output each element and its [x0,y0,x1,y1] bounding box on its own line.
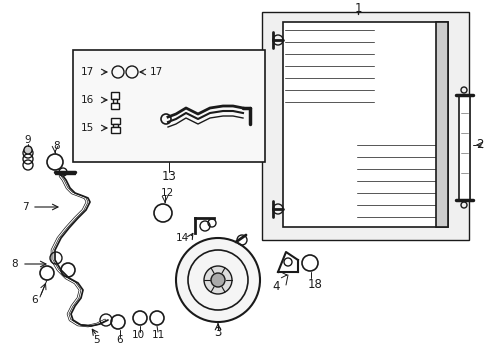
Bar [73,50,264,162]
Text: 11: 11 [151,330,164,340]
Circle shape [24,146,32,154]
Bar [111,103,119,109]
Bar [262,12,468,240]
Text: 15: 15 [80,123,93,133]
Text: 4: 4 [272,280,279,293]
Text: 14: 14 [175,233,188,243]
Circle shape [210,273,224,287]
Bar [113,124,118,127]
Bar [458,95,469,200]
Text: 7: 7 [21,202,28,212]
Bar [111,118,120,124]
Text: 6: 6 [117,335,123,345]
Bar [113,99,117,103]
Circle shape [203,266,231,294]
Text: 1: 1 [353,1,361,14]
Text: 2: 2 [475,139,483,152]
Text: 3: 3 [214,325,221,338]
Text: 8: 8 [12,259,18,269]
Bar [111,127,120,133]
Bar [435,22,447,227]
Text: 17: 17 [80,67,93,77]
Bar [283,22,447,227]
Text: 9: 9 [24,135,31,145]
Text: 16: 16 [80,95,93,105]
Text: 17: 17 [149,67,163,77]
Text: 10: 10 [131,330,144,340]
Text: 13: 13 [161,170,176,183]
Text: 18: 18 [307,279,322,292]
Text: 12: 12 [160,188,173,198]
Bar [111,92,119,99]
Text: 6: 6 [32,295,38,305]
Text: 8: 8 [54,141,60,151]
Circle shape [176,238,260,322]
Text: 5: 5 [94,335,100,345]
